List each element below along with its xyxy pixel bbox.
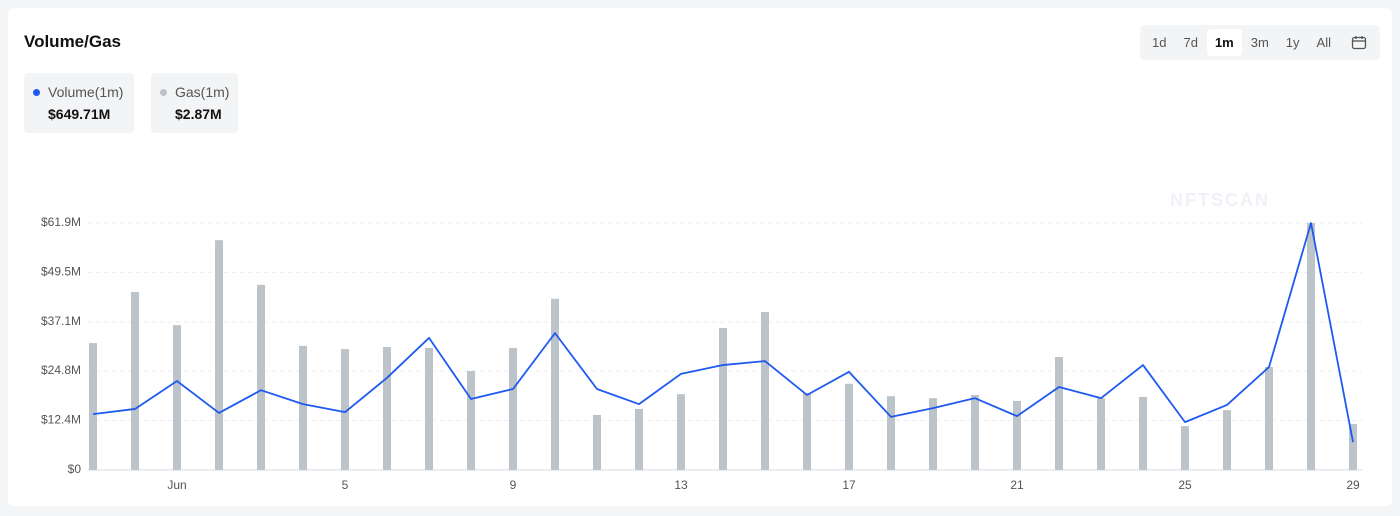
bar (803, 392, 811, 470)
bar (215, 240, 223, 470)
x-tick-label: 29 (1346, 478, 1360, 492)
bar (173, 325, 181, 470)
legend-item: Volume(1m) $649.71M (24, 73, 134, 133)
x-tick-label: 17 (842, 478, 856, 492)
bar (929, 398, 937, 470)
watermark: NFTSCAN (1170, 190, 1270, 210)
y-tick-label: $49.5M (41, 265, 81, 279)
x-tick-label: 5 (342, 478, 349, 492)
bar (467, 371, 475, 470)
bar (1223, 410, 1231, 470)
bar (593, 414, 601, 470)
line (92, 222, 1354, 443)
calendar-icon[interactable] (1351, 35, 1367, 51)
bar (89, 343, 97, 470)
bar (971, 394, 979, 470)
bar (887, 396, 895, 470)
bar (551, 298, 559, 470)
legend-name: Volume(1m) (48, 84, 124, 100)
bar (257, 284, 265, 470)
bar (761, 311, 769, 470)
y-tick-label: $0 (68, 462, 82, 476)
x-tick-label: 21 (1010, 478, 1024, 492)
x-tick-label: 9 (510, 478, 517, 492)
bar (635, 408, 643, 470)
legend-item: Gas(1m) $2.87M (151, 73, 238, 133)
bar (341, 349, 349, 470)
bar (1349, 424, 1357, 470)
range-tab[interactable]: 7d (1183, 35, 1198, 50)
y-tick-label: $24.8M (41, 363, 81, 377)
bar (383, 347, 391, 470)
range-tabs: 1d 7d 1m 3m 1y All (1140, 25, 1380, 60)
bar (1307, 223, 1315, 470)
bar (677, 394, 685, 470)
y-tick-label: $61.9M (41, 215, 81, 229)
bar (131, 292, 139, 470)
range-tab[interactable]: All (1316, 35, 1331, 50)
bar (719, 327, 727, 470)
range-tab[interactable]: 3m (1250, 35, 1269, 50)
bar (1013, 400, 1021, 470)
x-tick-label: 25 (1178, 478, 1192, 492)
bar (425, 347, 433, 470)
y-tick-label: $12.4M (41, 413, 81, 427)
legend-name: Gas(1m) (175, 84, 230, 100)
bar (1139, 396, 1147, 470)
legend-dot (33, 89, 40, 96)
chart-title: Volume/Gas (24, 32, 121, 51)
bar (1055, 357, 1063, 470)
x-tick-label: Jun (167, 478, 186, 492)
bar (299, 345, 307, 470)
legend-summary: $649.71M (48, 106, 111, 122)
legend-dot (160, 89, 167, 96)
range-tab[interactable]: 1m (1206, 29, 1242, 56)
range-tab[interactable]: 1d (1152, 35, 1167, 50)
bar (1181, 426, 1189, 470)
bar (845, 383, 853, 470)
legend-summary: $2.87M (175, 106, 222, 122)
card: Volume/Gas 1d 7d 1m 3m 1y All Volume(1m) $649.… (8, 8, 1392, 506)
range-tab[interactable]: 1y (1285, 35, 1300, 50)
y-tick-label: $37.1M (41, 314, 81, 328)
bar (509, 347, 517, 470)
bar (1097, 398, 1105, 470)
bar (1265, 367, 1273, 470)
x-tick-label: 13 (674, 478, 688, 492)
